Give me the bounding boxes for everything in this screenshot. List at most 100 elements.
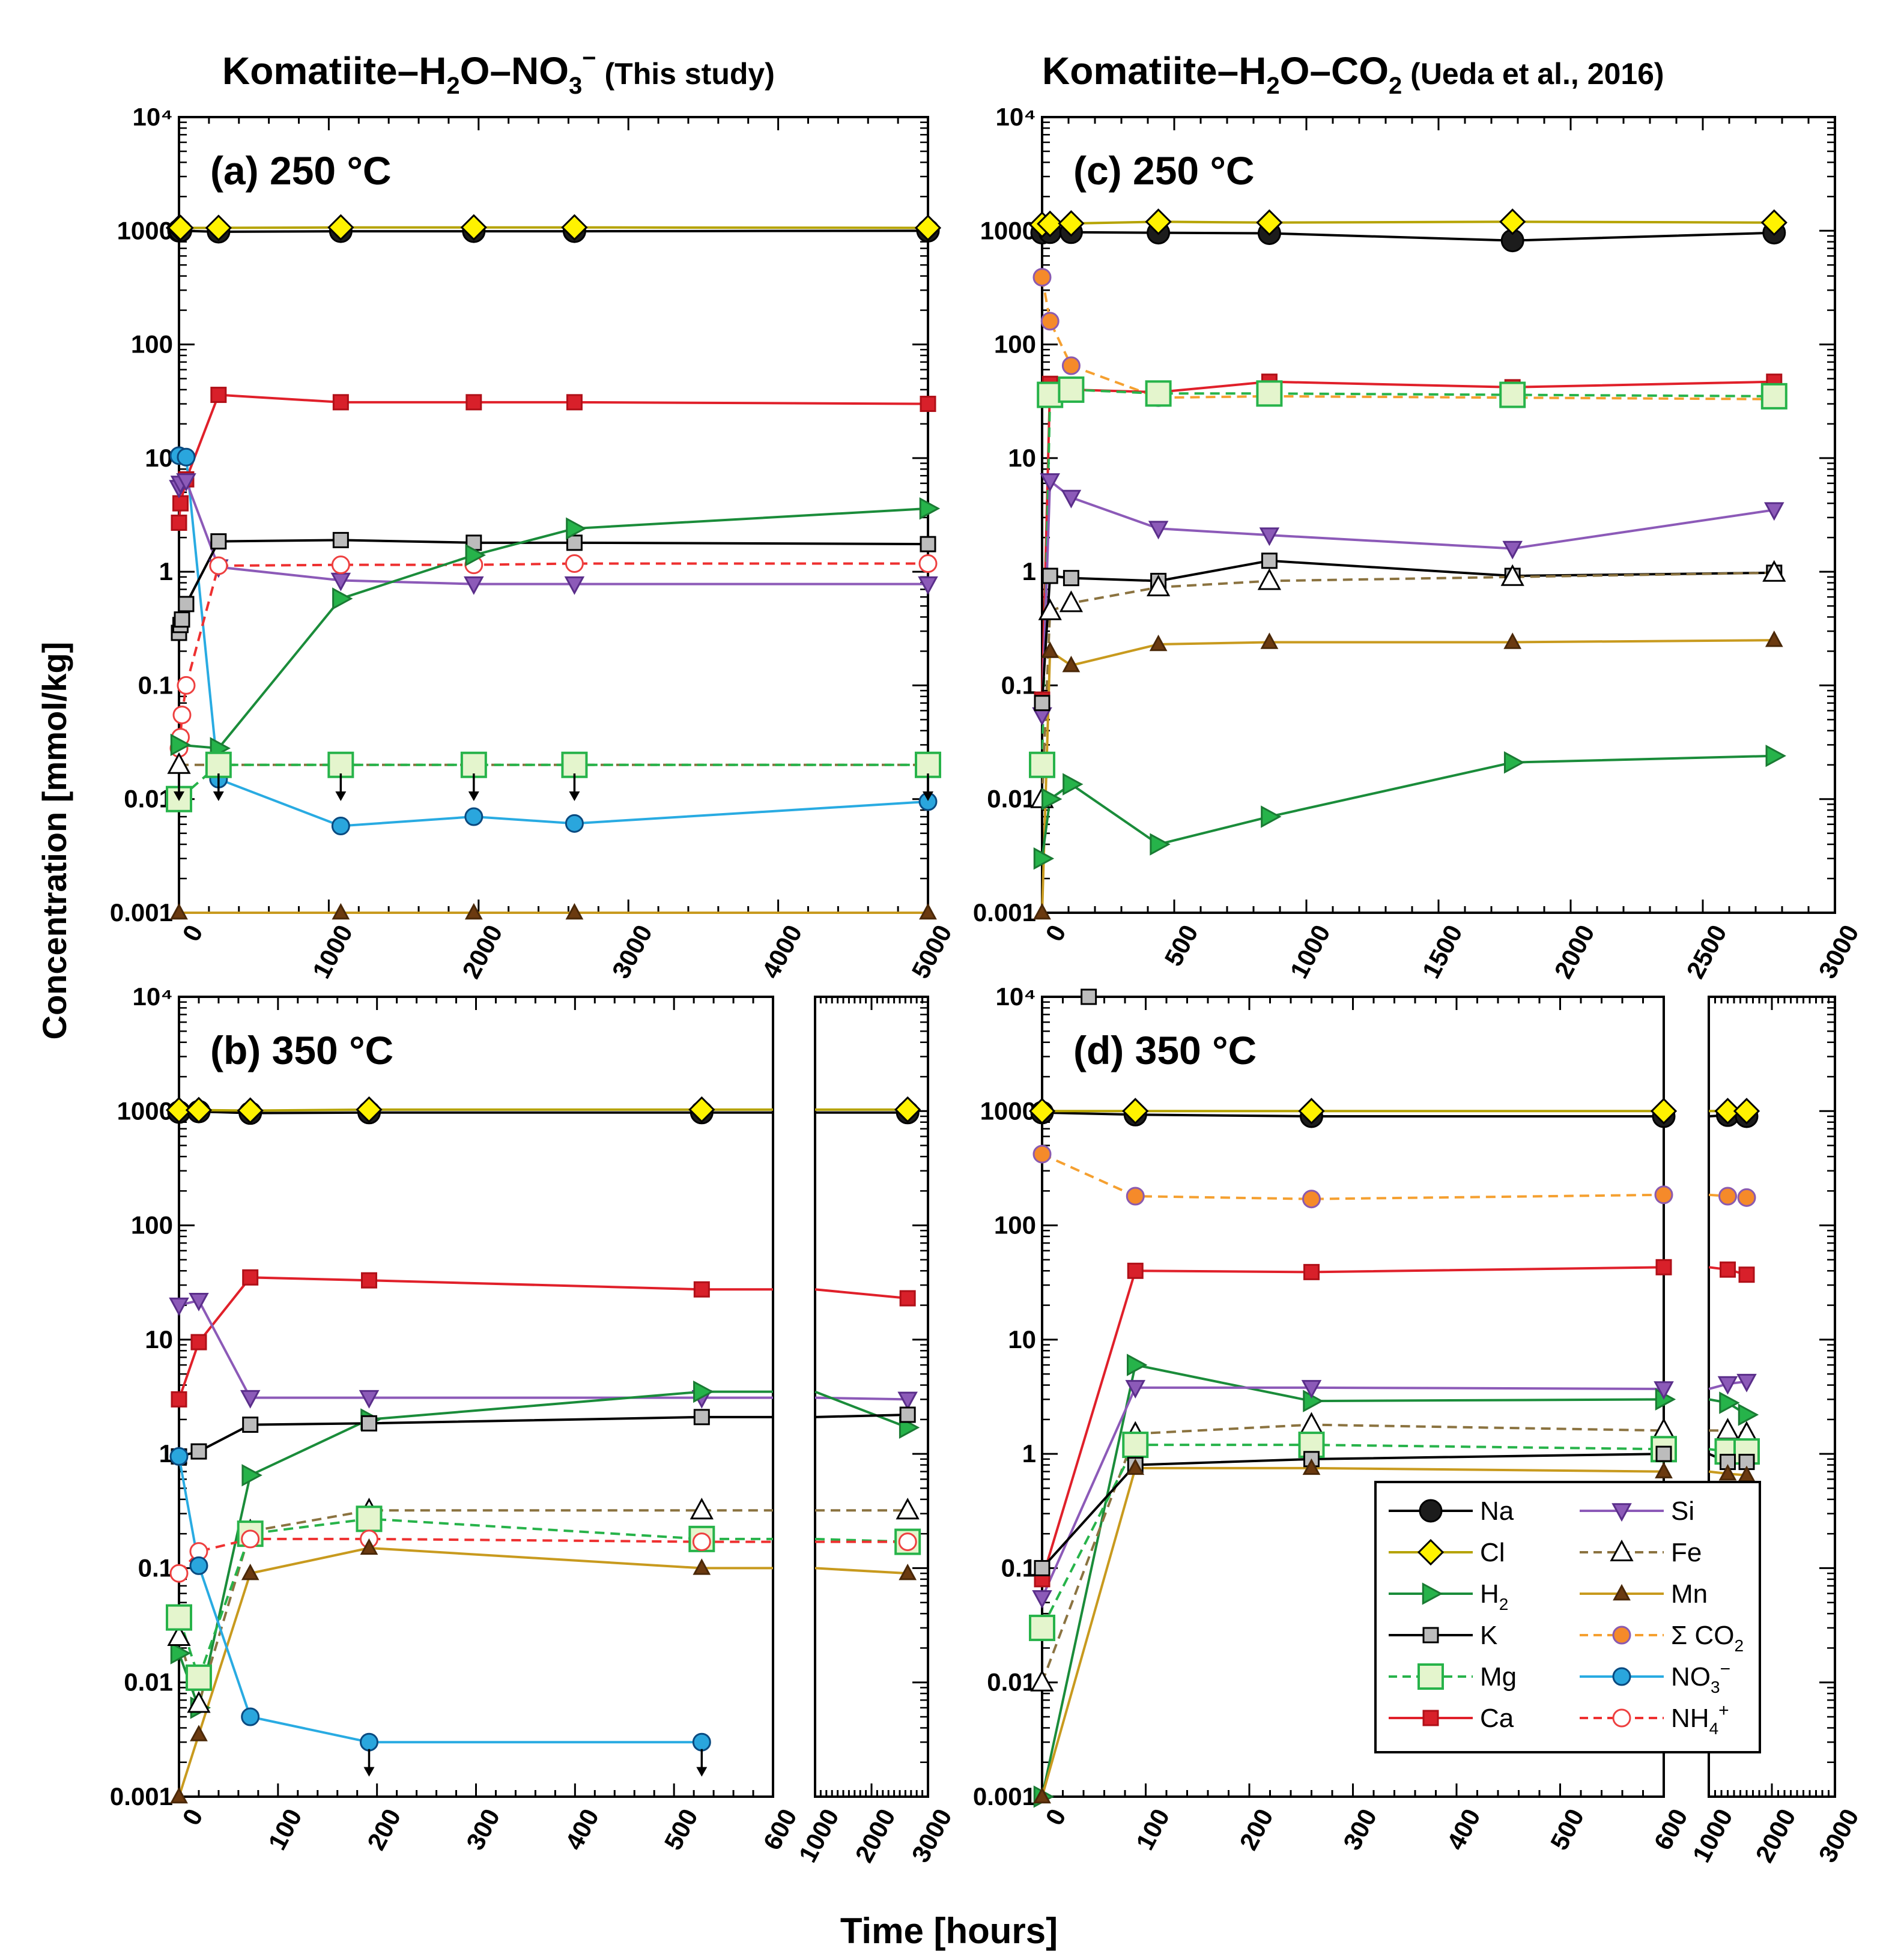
point-Mg	[1499, 381, 1526, 408]
point-NH4	[898, 1532, 917, 1552]
point-Cl	[237, 1097, 264, 1124]
legend-label: Ca	[1480, 1704, 1514, 1733]
point-Cl	[1733, 1098, 1760, 1125]
point-Mn	[241, 1563, 259, 1580]
point-K	[178, 596, 195, 612]
point-Mn	[1718, 1464, 1737, 1481]
y-tick-label: 0.001	[110, 1782, 173, 1810]
point-K	[693, 1409, 710, 1426]
point-H2	[465, 543, 486, 567]
series-line-K	[814, 1413, 908, 1418]
legend-item-K: K	[1389, 1621, 1497, 1650]
point-NH4	[692, 1532, 711, 1552]
point-K	[210, 533, 227, 550]
legend-label: Si	[1671, 1496, 1694, 1526]
y-tick-label: 10	[145, 444, 173, 472]
y-tick-label: 10⁴	[996, 103, 1037, 131]
point-K	[1081, 988, 1097, 1005]
point-Mg	[1760, 383, 1787, 410]
series-markers	[1028, 208, 1787, 920]
series-line-NO3	[178, 1456, 702, 1744]
x-tick-label: 3000	[1813, 920, 1864, 983]
y-tick-label: 1000	[117, 216, 173, 244]
point-Mn	[170, 903, 188, 920]
point-CO2	[1302, 1190, 1321, 1209]
x-tick-label: 0	[1040, 1804, 1071, 1830]
detection-limit-arrow	[569, 773, 580, 802]
point-H2	[170, 733, 192, 757]
point-Fe	[1762, 560, 1786, 582]
point-K	[190, 1443, 207, 1460]
y-tick-label: 100	[131, 1211, 173, 1239]
y-tick-label: 1	[1022, 1439, 1036, 1468]
y-tick-label: 1	[159, 557, 173, 585]
y-tick-label: 0.01	[124, 785, 173, 813]
x-tick-label: 300	[461, 1804, 505, 1854]
point-Mn	[1765, 630, 1783, 647]
legend-box	[1374, 1481, 1761, 1753]
x-tick-label: 2000	[1548, 920, 1599, 983]
point-NH4	[918, 554, 938, 573]
x-tick-label: 500	[659, 1804, 703, 1854]
point-NH4	[169, 1564, 189, 1583]
point-K	[360, 1415, 377, 1432]
detection-limit-arrow	[174, 773, 184, 802]
series-line-Cl	[179, 1108, 773, 1112]
panel-label: (d) 350 °C	[1073, 1028, 1257, 1072]
legend-marker	[1611, 1503, 1632, 1522]
panel-label: (a) 250 °C	[210, 148, 392, 193]
x-tick-label: 3000	[607, 920, 658, 983]
legend-label: Cl	[1480, 1538, 1505, 1567]
series-line-Ca	[1041, 380, 1774, 700]
x-tick-label: 1000	[793, 1804, 844, 1867]
series-line-Si	[178, 479, 928, 585]
point-Ca	[210, 387, 227, 404]
point-H2	[241, 1464, 262, 1487]
point-Mg	[185, 1664, 212, 1691]
x-tick-label: 600	[1648, 1804, 1693, 1854]
legend-item-Fe: Fe	[1580, 1538, 1702, 1567]
point-Si	[1040, 473, 1060, 492]
point-Si	[897, 1391, 918, 1411]
point-K	[242, 1417, 259, 1433]
series-line-Si	[178, 1299, 773, 1399]
point-Ca	[693, 1281, 710, 1298]
point-Cl	[165, 1096, 193, 1124]
point-K	[1034, 1559, 1051, 1576]
point-Ca	[1655, 1259, 1672, 1275]
series-line-H2	[814, 1390, 908, 1429]
point-Fe	[690, 1498, 714, 1520]
point-H2	[1150, 833, 1171, 856]
x-tick-label: 4000	[756, 920, 807, 983]
point-CO2	[1654, 1185, 1673, 1205]
point-Cl	[356, 1096, 383, 1123]
point-CO2	[1032, 1145, 1052, 1164]
x-tick-label: 500	[1545, 1804, 1589, 1854]
point-H2	[1738, 1403, 1759, 1426]
x-tick-label: 2000	[849, 1804, 900, 1867]
y-tick-label: 10⁴	[996, 982, 1037, 1011]
point-Fe	[187, 1691, 211, 1713]
point-Mn	[1126, 1458, 1145, 1475]
series-markers	[165, 214, 942, 920]
left-column-title: Komatiite–H2O–NO3− (This study)	[222, 45, 775, 99]
point-Mg	[1256, 380, 1283, 407]
point-NO3	[331, 816, 350, 835]
detection-limit-arrow	[468, 773, 479, 802]
y-tick-label: 10	[1008, 1325, 1036, 1354]
series-line-Si	[1041, 1386, 1664, 1599]
point-Ca	[1127, 1262, 1144, 1279]
point-Cl	[205, 214, 232, 241]
point-Cl	[914, 214, 942, 241]
x-tick-label: 2000	[456, 920, 508, 983]
point-Si	[1502, 540, 1523, 560]
series-markers	[1028, 988, 1760, 1808]
point-Ca	[1303, 1263, 1320, 1280]
legend-marker	[1422, 1582, 1443, 1605]
point-H2	[566, 517, 587, 540]
legend-item-Cl: Cl	[1389, 1538, 1505, 1567]
point-Mg	[561, 751, 588, 778]
point-Si	[564, 576, 585, 595]
